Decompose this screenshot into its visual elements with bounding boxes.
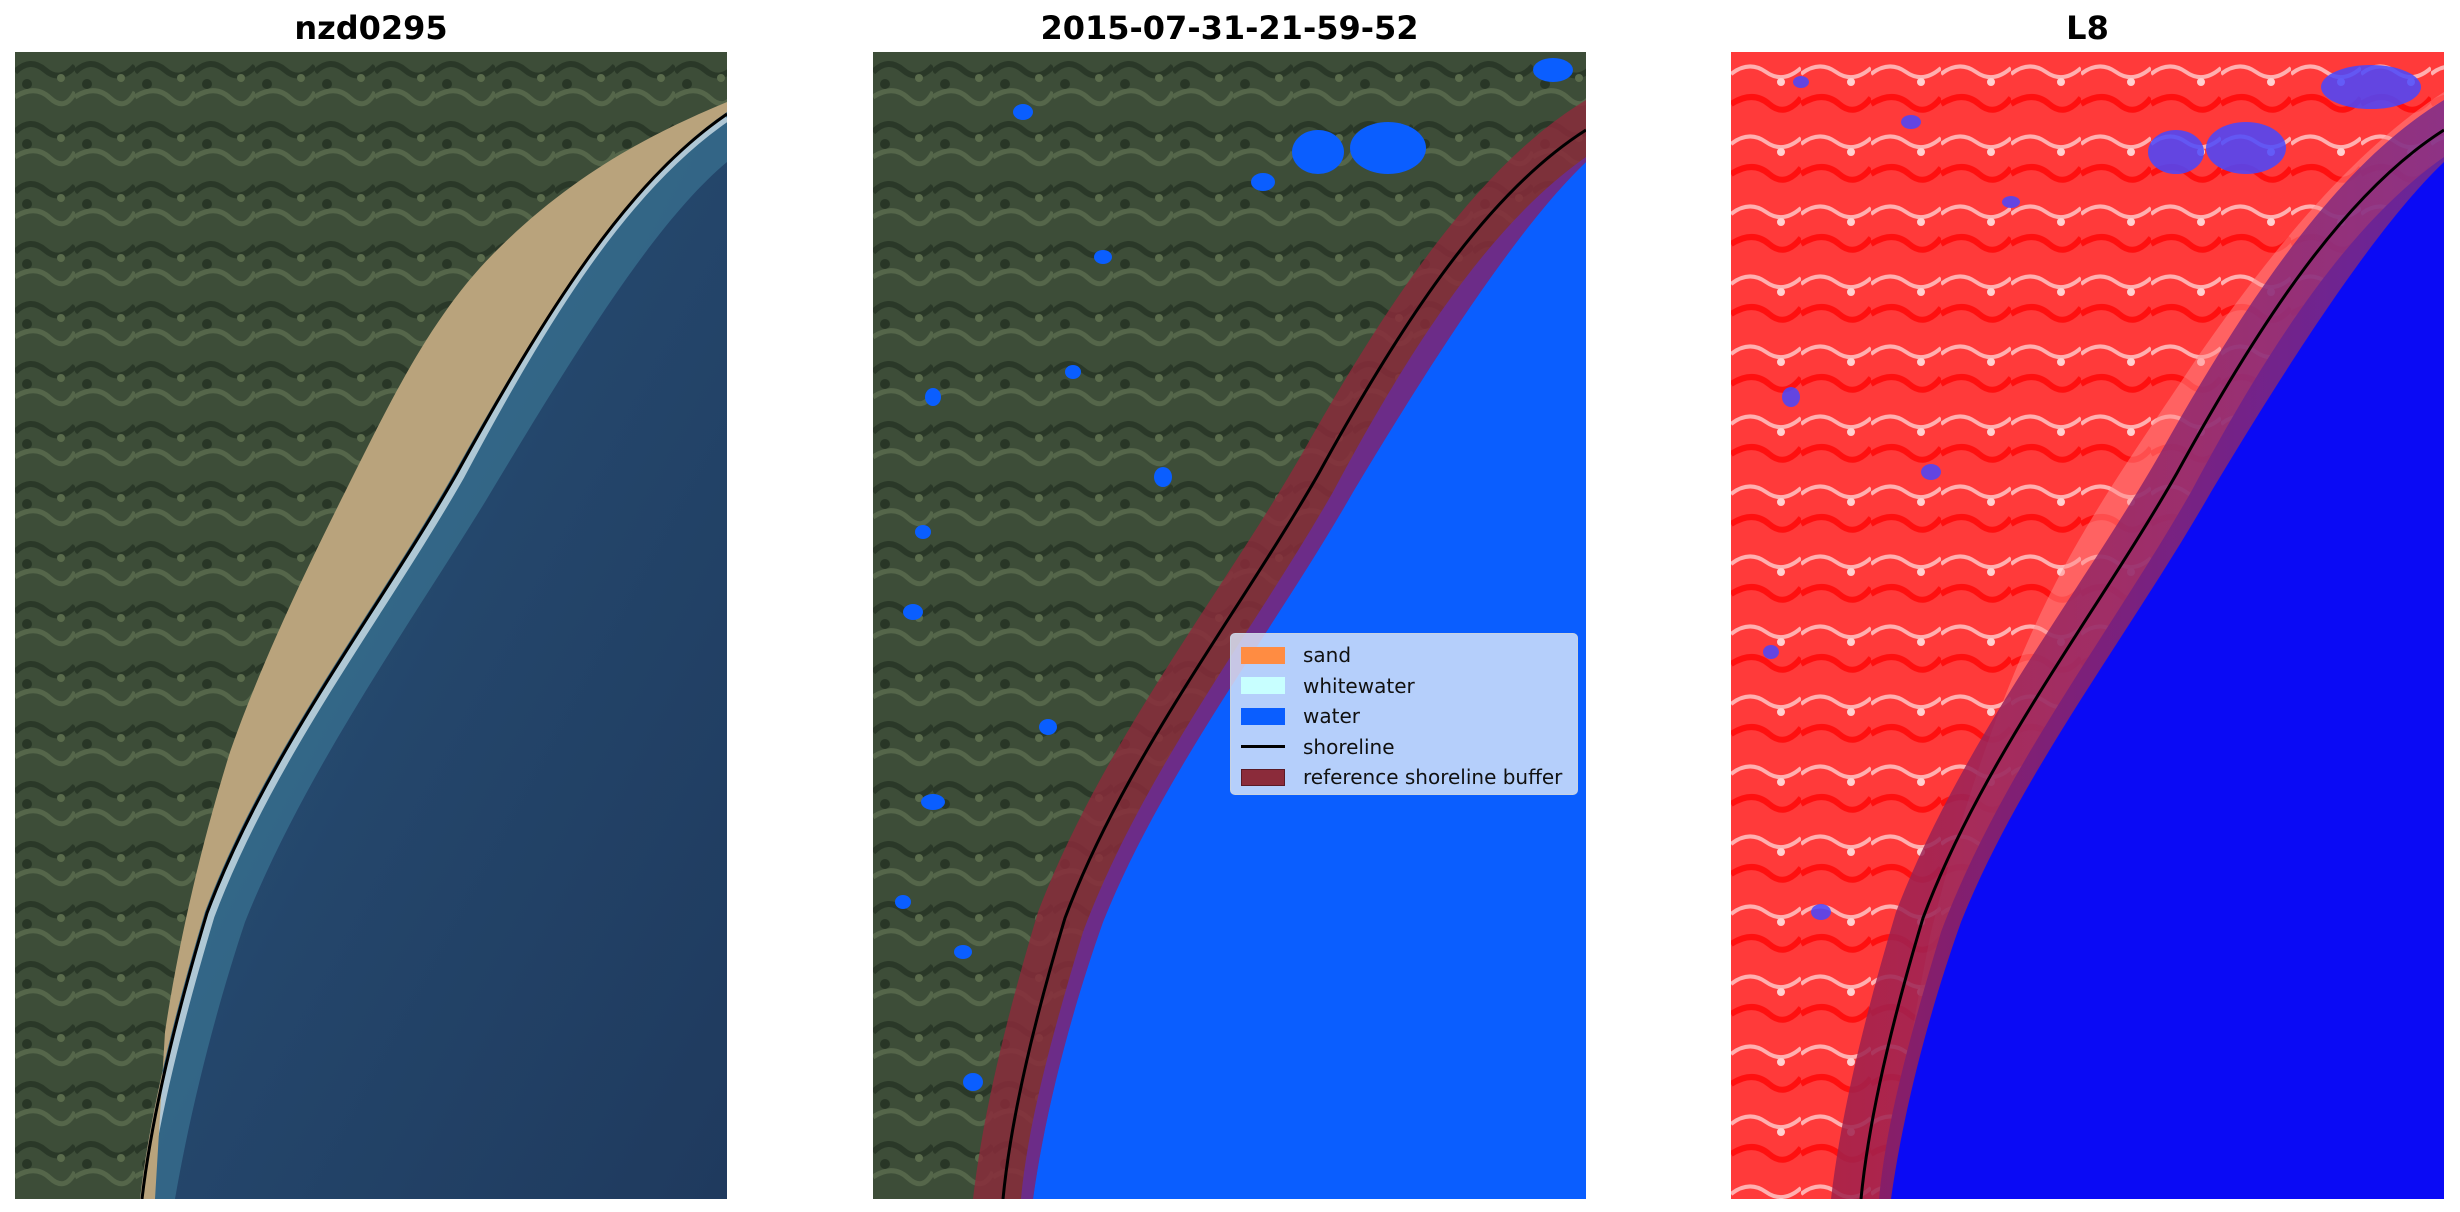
rgb-image-panel	[15, 52, 727, 1199]
legend-swatch-water	[1241, 707, 1285, 725]
legend-swatch-shoreline	[1241, 745, 1285, 749]
legend-item-buffer: reference shoreline buffer	[1241, 762, 1567, 793]
shallow-water	[140, 112, 727, 1199]
legend-item-sand: sand	[1241, 640, 1567, 671]
panel-title-rgb: nzd0295	[294, 9, 448, 47]
shoreline	[140, 112, 727, 1199]
classified-image-panel	[873, 52, 1586, 1199]
reference-shoreline-buffer	[1831, 100, 2444, 1199]
legend-swatch-whitewater	[1241, 677, 1285, 695]
legend-label-buffer: reference shoreline buffer	[1303, 765, 1563, 790]
legend-label-shoreline: shoreline	[1303, 734, 1395, 759]
legend-item-whitewater: whitewater	[1241, 671, 1567, 702]
shoreline	[1859, 128, 2444, 1199]
legend-label-water: water	[1303, 704, 1360, 729]
panel-title-classified: 2015-07-31-21-59-52	[1040, 9, 1419, 47]
rgb-satellite-image	[15, 52, 727, 1199]
legend-item-shoreline: shoreline	[1241, 732, 1567, 763]
inland-water-index	[1763, 65, 2421, 920]
index-image	[1731, 52, 2444, 1199]
classified-image	[873, 52, 1586, 1199]
legend-label-sand: sand	[1303, 643, 1352, 668]
shoreline	[1001, 128, 1586, 1199]
legend-swatch-sand	[1241, 646, 1285, 664]
panel-title-index: L8	[2066, 9, 2109, 47]
inland-water	[895, 58, 1573, 1091]
legend-label-whitewater: whitewater	[1303, 673, 1415, 698]
legend-item-water: water	[1241, 701, 1567, 732]
index-image-panel	[1731, 52, 2444, 1199]
sea-index	[1879, 157, 2444, 1199]
legend: sand whitewater water shoreline referenc…	[1230, 633, 1578, 795]
surf-zone	[141, 115, 727, 1199]
ocean	[140, 112, 727, 1199]
legend-swatch-buffer	[1241, 768, 1285, 786]
